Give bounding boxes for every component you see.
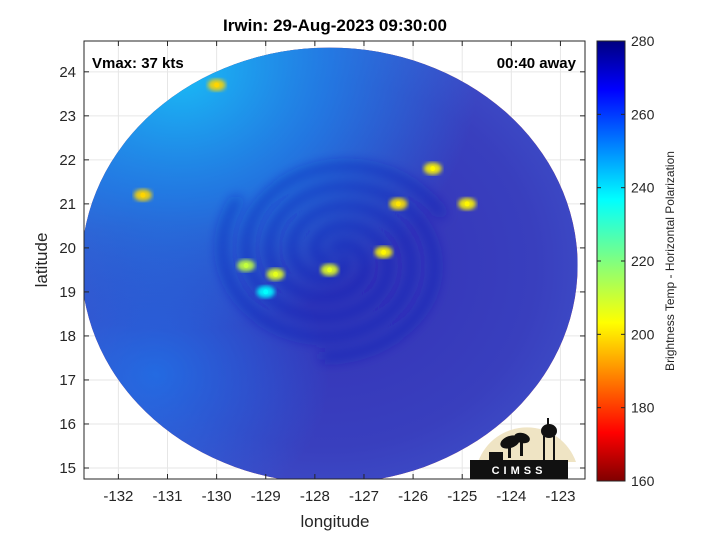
axes-box: [83, 40, 586, 480]
colorbar-ticks: 160 180 200 220 240 260 280: [597, 33, 655, 489]
x-tick-label: -132: [103, 488, 133, 505]
x-tick-label: -124: [496, 488, 526, 505]
colorbar-tick-label: 160: [631, 473, 655, 489]
colorbar-tick-label: 180: [631, 400, 655, 416]
colorbar-tick-label: 200: [631, 326, 655, 342]
x-tick-label: -126: [398, 488, 428, 505]
feature-core: [327, 267, 333, 273]
logo-water-tower-icon: [541, 418, 557, 460]
x-tick-label: -130: [202, 488, 232, 505]
feature-core: [243, 263, 249, 269]
vmax-label: Vmax: 37 kts: [92, 55, 184, 72]
spiral-band: [241, 162, 447, 322]
feature-core: [273, 271, 279, 277]
y-tick-label: 19: [59, 284, 76, 301]
x-tick-label: -123: [545, 488, 575, 505]
y-ticks: 15 16 17 18 19 20 21 22 23 24: [59, 64, 585, 477]
colorbar: 160 180 200 220 240 260 280 Brightness Temp - …: [596, 33, 677, 489]
x-tick-label: -131: [152, 488, 182, 505]
time-away-label: 00:40 away: [497, 55, 577, 72]
y-axis-label: latitude: [32, 233, 51, 288]
logo-dish-icon: [489, 432, 530, 462]
colorbar-label: Brightness Temp - Horizontal Polarizatio…: [663, 151, 677, 371]
satellite-swath: [84, 47, 578, 479]
chart-title: Irwin: 29-Aug-2023 09:30:00: [223, 16, 447, 35]
feature-core: [381, 249, 387, 255]
y-tick-label: 20: [59, 240, 76, 257]
x-tick-label: -127: [349, 488, 379, 505]
x-tick-label: -128: [300, 488, 330, 505]
x-ticks: -132 -131 -130 -129 -128 -127 -126 -125 -124 -123: [103, 41, 575, 505]
x-axis-label: longitude: [300, 512, 369, 531]
convective-features: [133, 79, 477, 298]
spiral-bands: [217, 162, 447, 362]
feature-core: [430, 166, 436, 172]
spiral-band: [217, 195, 416, 342]
y-tick-label: 15: [59, 460, 76, 477]
y-tick-label: 18: [59, 328, 76, 345]
feature-core: [263, 289, 269, 295]
y-tick-label: 23: [59, 108, 76, 125]
colorbar-tick-label: 220: [631, 253, 655, 269]
feature-core: [395, 201, 401, 207]
colorbar-gradient: [596, 40, 626, 482]
y-tick-label: 21: [59, 196, 76, 213]
logo-text: CIMSS: [492, 465, 547, 477]
feature-core: [140, 192, 146, 198]
colorbar-tick-label: 280: [631, 33, 655, 49]
colorbar-tick-label: 240: [631, 180, 655, 196]
x-tick-label: -125: [447, 488, 477, 505]
logo-band: [470, 460, 568, 479]
feature-core: [214, 82, 220, 88]
cimss-logo: CIMSS: [470, 418, 576, 479]
colorbar-tick-label: 260: [631, 106, 655, 122]
y-tick-label: 24: [59, 64, 76, 81]
spiral-band: [264, 181, 440, 362]
feature-core: [464, 201, 470, 207]
y-tick-label: 17: [59, 372, 76, 389]
plot-area: -132 -131 -130 -129 -128 -127 -126 -125 -124 -123…: [59, 40, 586, 505]
y-tick-label: 16: [59, 416, 76, 433]
x-tick-label: -129: [251, 488, 281, 505]
y-tick-label: 22: [59, 152, 76, 169]
